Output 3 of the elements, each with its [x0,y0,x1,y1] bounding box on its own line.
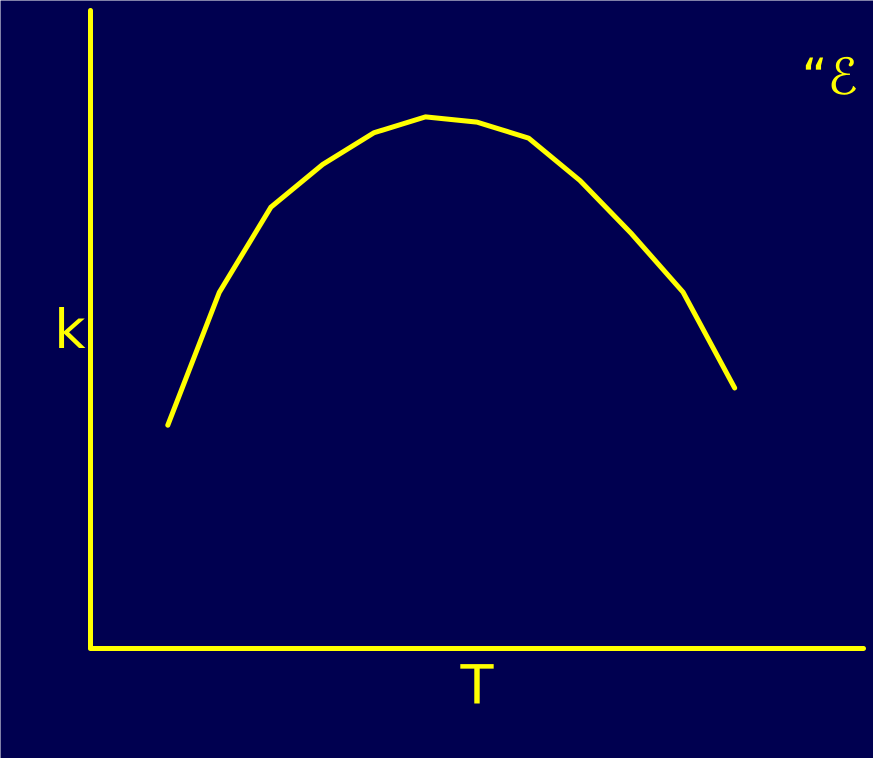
x-axis-title: T [460,654,495,716]
y-axis-title: k [54,298,86,361]
text: “ℰ [802,48,858,106]
